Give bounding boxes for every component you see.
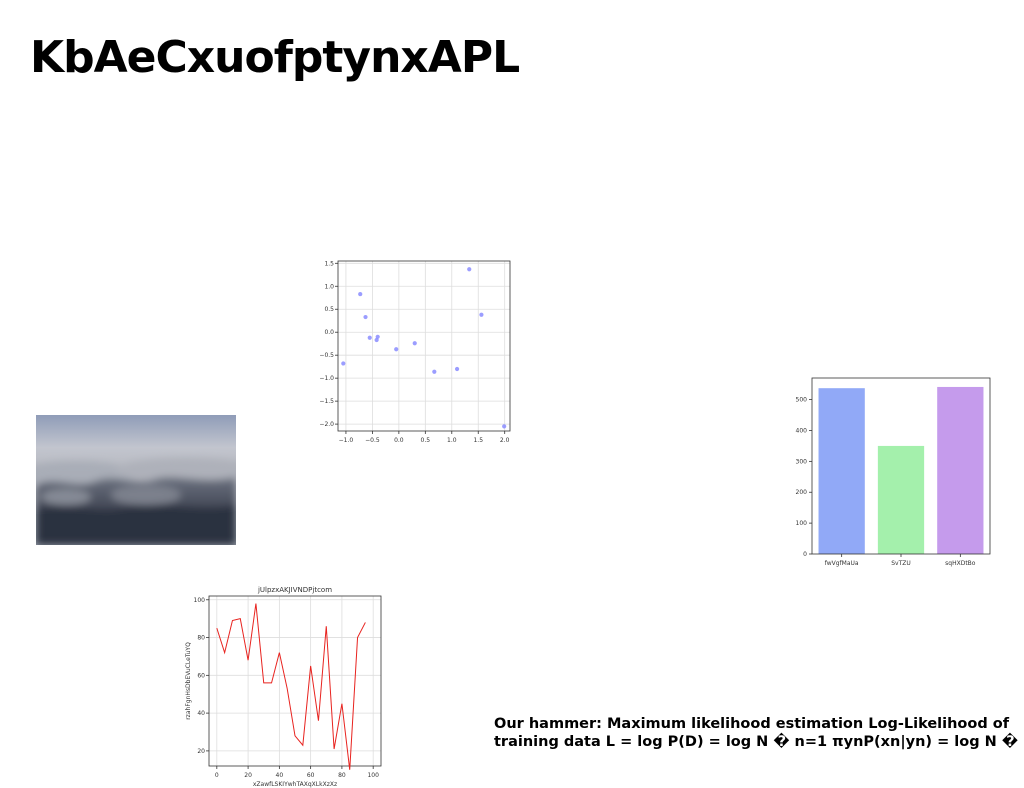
scatter-point [412, 341, 417, 346]
scatter-point [363, 314, 368, 320]
y-tick-label: 400 [796, 427, 808, 434]
x-tick-label: 60 [307, 772, 315, 779]
x-tick-label: 1.0 [447, 437, 457, 444]
x-tick-label: 100 [367, 772, 379, 779]
y-tick-label: −1.0 [319, 375, 334, 382]
y-tick-label: 1.5 [324, 260, 334, 267]
x-tick-label: −1.0 [339, 437, 354, 444]
y-tick-label: 0 [803, 551, 807, 558]
y-tick-label: 0.5 [324, 306, 334, 313]
x-tick-label: 2.0 [500, 437, 510, 444]
y-tick-label: 500 [796, 397, 808, 404]
y-tick-label: 40 [197, 710, 205, 717]
bar-chart: 0 100 200 300 400 500 fwVgfMaUa SvTZU sqHXDtBo [796, 377, 991, 567]
caption-line-1: Our hammer: Maximum likelihood estimatio… [494, 716, 1010, 732]
y-tick-label: 1.0 [324, 283, 334, 290]
scatter-point [432, 369, 437, 374]
bar [877, 445, 925, 554]
caption-line-2: training data L = log P(D) = log N � n=1… [494, 734, 1024, 750]
scatter-point [358, 291, 363, 297]
slide-caption: Our hammer: Maximum likelihood estimatio… [494, 715, 1024, 751]
plot-frame [337, 260, 511, 432]
scatter-point [454, 366, 460, 372]
y-tick-label: 80 [197, 635, 205, 642]
x-axis-label: xZawfLSKIYwhTAXqXLkXzXz [253, 781, 337, 788]
x-tick-label: 40 [276, 772, 284, 779]
scatter-point [502, 424, 507, 429]
y-axis-label: rzahFgnHsDbEVuCLeTuYQ [185, 642, 192, 720]
x-tick-label: sqHXDtBo [945, 560, 976, 567]
chart-title: jUlpzxAKJIVNDPjtcom [257, 586, 332, 594]
scatter-point [394, 347, 399, 352]
x-tick-label: 0.5 [421, 437, 431, 444]
y-tick-label: −2.0 [319, 421, 334, 428]
bar [937, 386, 984, 554]
bar [818, 388, 865, 554]
plot-frame [811, 377, 991, 555]
x-tick-label: SvTZU [891, 560, 911, 567]
scatter-point [374, 337, 379, 343]
y-tick-label: 20 [197, 748, 205, 755]
scatter-point [341, 361, 346, 366]
series-line [216, 603, 366, 770]
y-tick-label: −0.5 [319, 352, 334, 359]
scatter-chart: −1.0 −0.5 0.0 0.5 1.0 1.5 2.0 1.5 1.0 0.5 0.0 −0.5 −… [319, 260, 511, 444]
scatter-point [367, 335, 372, 340]
scatter-point [467, 267, 472, 272]
x-tick-label: 20 [244, 772, 252, 779]
y-tick-label: 0.0 [324, 329, 334, 336]
y-tick-label: −1.5 [319, 398, 334, 405]
x-tick-label: 80 [338, 772, 346, 779]
x-tick-label: 1.5 [473, 437, 483, 444]
x-tick-label: 0 [215, 772, 219, 779]
scatter-point [375, 334, 380, 339]
x-tick-label: 0.0 [394, 437, 404, 444]
x-tick-label: −0.5 [365, 437, 380, 444]
y-tick-label: 300 [796, 458, 808, 465]
line-chart: jUlpzxAKJIVNDPjtcom 0 20 40 60 80 100 20 40 60 80 1… [185, 586, 382, 788]
scatter-point [479, 312, 484, 317]
cloudy-sky-photo [36, 415, 236, 545]
slide-title: KbAeCxuofptynxAPL [30, 32, 520, 83]
y-tick-label: 60 [197, 672, 205, 679]
y-tick-label: 100 [796, 520, 808, 527]
plot-frame [208, 595, 382, 767]
y-tick-label: 200 [796, 489, 808, 496]
x-tick-label: fwVgfMaUa [825, 560, 859, 567]
y-tick-label: 100 [194, 597, 206, 604]
